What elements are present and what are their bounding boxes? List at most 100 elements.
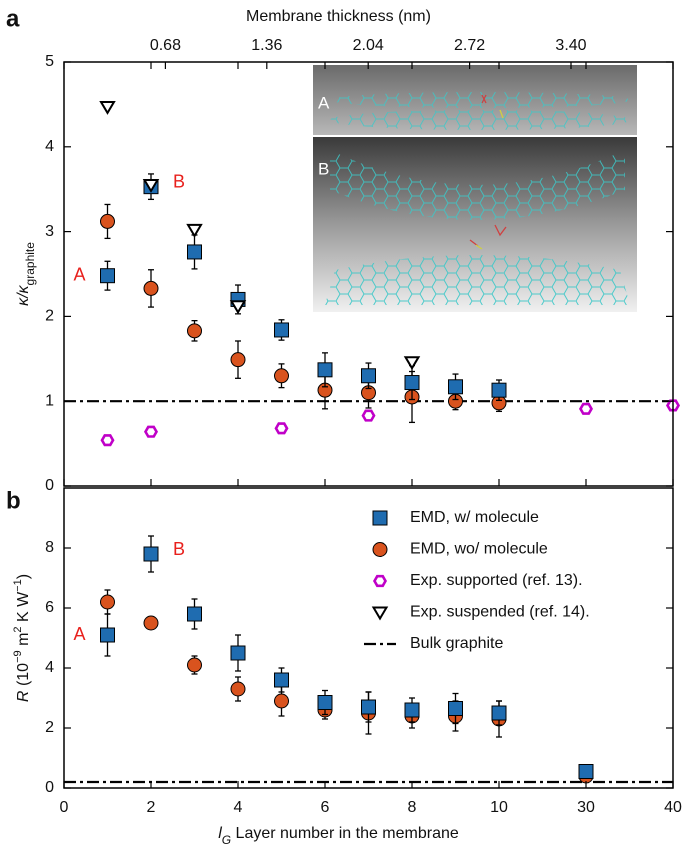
panel-overlay: a 0 1 2 3 4 5 0.68 1.36 2.04 2.72 3.40 Membrane thic… (6, 5, 674, 494)
x2-tick-label: 1.36 (251, 37, 282, 54)
annotation: B (173, 171, 185, 191)
legend-label: EMD, wo/ molecule (410, 541, 548, 558)
y-axis-title-part: 2 (12, 626, 24, 632)
marker-triangle (371, 606, 389, 621)
inset-label: A (318, 93, 330, 112)
x2-tick-label: 0.68 (150, 37, 181, 54)
x-axis-title-part: Layer number in the membrane (231, 825, 459, 842)
y-tick-label: 0 (45, 477, 54, 494)
y-axis-title-part: −1 (12, 579, 24, 592)
marker-square (404, 702, 420, 718)
y-tick-label: 8 (45, 539, 54, 556)
x-axis-title: lG Layer number in the membrane (218, 825, 459, 847)
inset-image: A B (313, 65, 637, 312)
legend-label: Bulk graphite (410, 635, 503, 652)
y-tick-label: 4 (45, 659, 54, 676)
y-tick-label: 0 (45, 779, 54, 796)
marker-triangle (142, 178, 160, 193)
marker-square (361, 368, 376, 384)
x-axis-title-part: G (222, 833, 231, 847)
inset-label: B (318, 159, 329, 178)
panel (64, 535, 673, 784)
x-tick-label: 8 (408, 799, 417, 816)
marker-circle (100, 594, 115, 610)
y-tick-label: 3 (45, 223, 54, 240)
legend-label: Exp. supported (ref. 13). (410, 572, 583, 589)
annotation: B (173, 539, 185, 559)
marker-square (187, 244, 202, 260)
marker-square (143, 546, 159, 562)
x2-tick-label: 3.40 (555, 37, 586, 54)
x-axis-title-part: l (218, 825, 222, 842)
marker-triangle (186, 223, 203, 238)
marker-square (274, 322, 289, 338)
marker-triangle (99, 100, 116, 115)
panel-label: a (6, 5, 20, 32)
y-axis-title-part: K W (15, 591, 32, 627)
x-tick-label: 40 (664, 799, 682, 816)
panel-overlay: b 0 2 4 6 8 0 2 4 6 8 10 30 40 R (10−9 m2 K W−1) lG Lay… (6, 487, 682, 847)
marker-square (404, 375, 420, 391)
marker-hexagon (372, 574, 388, 588)
y-axis-title: κ/κgraphite (15, 242, 37, 306)
y-tick-label: 6 (45, 599, 54, 616)
y-axis-title-part: κ/κ (15, 284, 32, 305)
marker-square (361, 699, 376, 715)
marker-square (100, 268, 115, 284)
x2-axis-title: Membrane thickness (nm) (246, 8, 431, 25)
x-tick-label: 4 (234, 799, 243, 816)
marker-square (187, 606, 202, 622)
marker-square (578, 764, 594, 779)
y-axis-title-part: ) (15, 574, 32, 579)
x-tick-label: 10 (490, 799, 508, 816)
marker-circle (230, 352, 246, 368)
marker-hexagon (274, 422, 289, 435)
y-tick-label: 2 (45, 308, 54, 325)
marker-circle (274, 693, 289, 709)
y-axis-title-part: m (15, 633, 32, 651)
y-axis-title-part: (10 (15, 663, 32, 691)
marker-square (317, 695, 333, 710)
panel (64, 100, 681, 447)
marker-circle (187, 657, 202, 673)
marker-triangle (229, 300, 247, 315)
panel-label: b (6, 487, 21, 514)
marker-square (317, 362, 333, 378)
y-axis-title-part: −9 (12, 650, 24, 663)
marker-hexagon (361, 409, 376, 422)
marker-hexagon (143, 425, 159, 438)
legend-label: Exp. suspended (ref. 14). (410, 604, 590, 621)
marker-circle (143, 280, 159, 296)
legend-label: EMD, w/ molecule (410, 509, 539, 526)
y-tick-label: 1 (45, 392, 54, 409)
marker-square (448, 701, 463, 716)
x-tick-label: 30 (577, 799, 595, 816)
y-tick-label: 5 (45, 53, 54, 70)
marker-hexagon (100, 434, 115, 447)
marker-circle (274, 368, 289, 384)
marker-square (491, 382, 507, 398)
x2-tick-label: 2.04 (353, 37, 384, 54)
marker-square (230, 645, 246, 661)
marker-circle (143, 615, 159, 631)
y-tick-label: 2 (45, 719, 54, 736)
marker-circle (100, 213, 115, 229)
x-tick-label: 0 (60, 799, 69, 816)
annotation: A (73, 624, 85, 644)
x-tick-label: 6 (321, 799, 330, 816)
marker-triangle (403, 356, 421, 371)
marker-square (100, 627, 115, 643)
y-axis-title: R (10−9 m2 K W−1) (12, 574, 32, 702)
plot-frame (63, 487, 674, 789)
x2-tick-label: 2.72 (454, 37, 485, 54)
marker-square (372, 510, 388, 526)
marker-circle (372, 542, 388, 557)
marker-hexagon (578, 402, 594, 415)
y-axis-title-part: graphite (23, 242, 37, 286)
marker-circle (187, 323, 202, 339)
y-axis-title-part: R (15, 690, 32, 702)
marker-square (274, 672, 289, 688)
marker-circle (230, 681, 246, 697)
annotation: A (73, 264, 85, 284)
